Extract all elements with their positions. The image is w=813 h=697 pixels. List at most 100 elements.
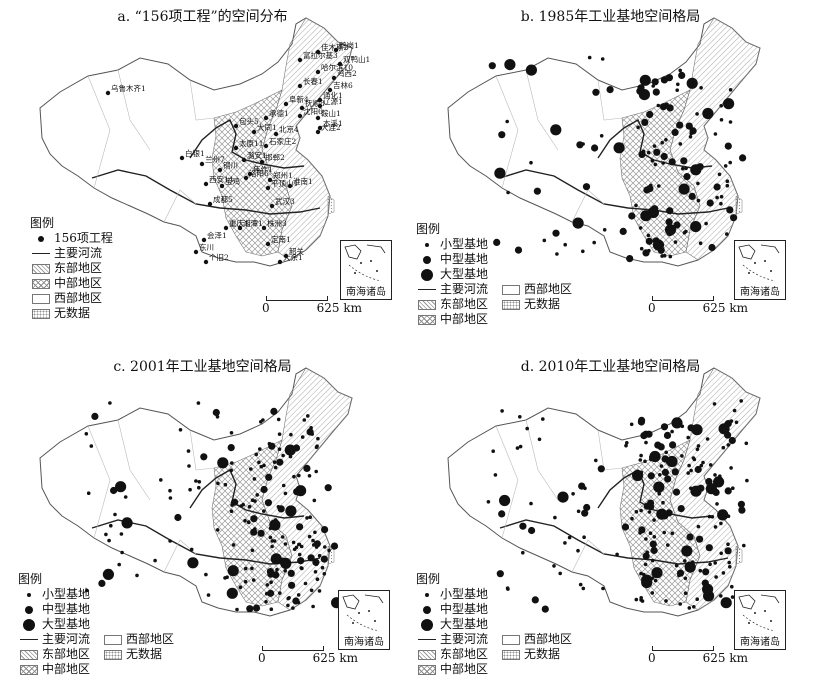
city-label-31: 西安14 — [209, 174, 234, 184]
base-dot-6 — [571, 492, 575, 496]
south-china-sea-inset: 南海诸岛 — [734, 590, 786, 650]
base-dots — [486, 399, 749, 613]
base-dot-16 — [728, 88, 733, 92]
base-dot-122 — [269, 607, 274, 611]
base-dot-185 — [320, 555, 328, 563]
base-dot-37 — [725, 183, 730, 188]
base-dot-7 — [634, 510, 639, 514]
base-dot-3 — [273, 465, 278, 470]
base-dot-74 — [630, 516, 634, 521]
city-label-40: 会泽1 — [207, 230, 227, 240]
base-dot-96 — [606, 86, 614, 94]
panel-d: d. 2010年工业基地空间格局 图例 小型基地 中型基地 大型基地 主要河流 … — [408, 350, 813, 696]
base-dot-67 — [297, 473, 301, 478]
project-dot-20 — [273, 131, 279, 137]
base-dot-192 — [284, 444, 296, 456]
base-dot-17 — [307, 534, 312, 539]
base-dot-153 — [330, 542, 339, 550]
south-china-sea-inset: 南海诸岛 — [340, 240, 392, 300]
base-dot-191 — [738, 506, 746, 514]
base-dot-129 — [705, 437, 710, 441]
project-dot-0 — [105, 90, 111, 96]
base-dot-73 — [619, 227, 627, 235]
city-label-14: 本溪1 — [323, 118, 343, 128]
base-dot-203 — [653, 481, 665, 493]
base-dot-19 — [728, 160, 732, 165]
base-dot-118 — [302, 418, 307, 422]
legend-central: 中部地区 — [416, 312, 488, 327]
base-dot-106 — [695, 597, 699, 601]
legend-west: 西部地区 — [500, 282, 572, 297]
base-dot-26 — [629, 422, 634, 427]
base-dot-99 — [642, 249, 650, 257]
base-dot-25 — [708, 463, 713, 467]
base-dot-15 — [676, 82, 680, 87]
base-dot-213 — [702, 583, 714, 595]
project-dot-39 — [261, 225, 267, 231]
base-dot-121 — [644, 537, 648, 541]
base-dot-54 — [601, 586, 605, 591]
base-dot-68 — [268, 535, 273, 540]
city-label-26: 邯郸2 — [265, 152, 285, 162]
base-dot-184 — [649, 540, 657, 548]
base-dot-114 — [582, 535, 586, 539]
base-dot-112 — [243, 518, 247, 523]
base-dot-75 — [153, 558, 157, 563]
base-dot-63 — [493, 473, 498, 477]
base-dot-91 — [215, 528, 220, 532]
project-dot-38 — [237, 225, 243, 231]
base-dot-166 — [231, 498, 239, 506]
project-dot-25 — [241, 157, 247, 163]
city-label-33: 淮南1 — [293, 176, 313, 186]
base-dot-67 — [678, 602, 682, 606]
base-dot-4 — [688, 135, 693, 139]
base-dot-76 — [641, 118, 649, 126]
base-dot-130 — [250, 498, 255, 502]
city-label-13: 鞍山1 — [321, 108, 341, 118]
city-label-43: 个旧2 — [209, 253, 229, 262]
base-dot-160 — [265, 473, 273, 481]
base-dot-91 — [653, 578, 658, 583]
base-dot-87 — [713, 473, 717, 477]
city-label-12: 沈阳6 — [303, 106, 323, 116]
base-dot-31 — [108, 401, 112, 405]
base-dot-47 — [625, 441, 629, 445]
base-dot-62 — [636, 125, 640, 130]
project-dot-14 — [317, 125, 323, 131]
base-dot-114 — [688, 192, 696, 200]
base-dot-116 — [671, 128, 679, 136]
base-dot-48 — [117, 562, 121, 567]
base-dot-80 — [168, 496, 173, 500]
project-dot-22 — [263, 143, 269, 149]
base-dot-110 — [615, 552, 619, 557]
base-dot-104 — [518, 444, 523, 449]
base-dot-56 — [684, 166, 688, 171]
scale-bar: 0 625 km — [258, 646, 358, 665]
base-dot-142 — [525, 64, 537, 76]
base-dot-60 — [713, 132, 718, 136]
base-dot-162 — [287, 569, 295, 577]
base-dot-156 — [306, 428, 314, 436]
project-dot-34 — [265, 185, 271, 191]
base-dot-42 — [312, 498, 317, 503]
base-dot-139 — [286, 603, 290, 608]
project-dot-40 — [201, 237, 207, 243]
base-dot-58 — [311, 538, 315, 543]
base-dot-117 — [258, 447, 262, 451]
base-dot-35 — [553, 515, 557, 520]
base-dot-95 — [665, 74, 673, 82]
base-dot-84 — [719, 551, 723, 556]
base-dot-126 — [229, 431, 234, 435]
base-dot-127 — [664, 224, 677, 236]
base-dot-9 — [704, 221, 708, 226]
base-dot-85 — [651, 78, 659, 86]
base-dot-27 — [731, 486, 735, 490]
base-dot-119 — [634, 597, 639, 602]
legend-nodata: 无数据 — [500, 297, 572, 312]
base-dot-100 — [665, 218, 673, 226]
base-dot-182 — [324, 484, 332, 492]
project-dot-7 — [297, 83, 303, 89]
base-dot-146 — [291, 540, 296, 545]
base-dot-80 — [591, 144, 599, 152]
